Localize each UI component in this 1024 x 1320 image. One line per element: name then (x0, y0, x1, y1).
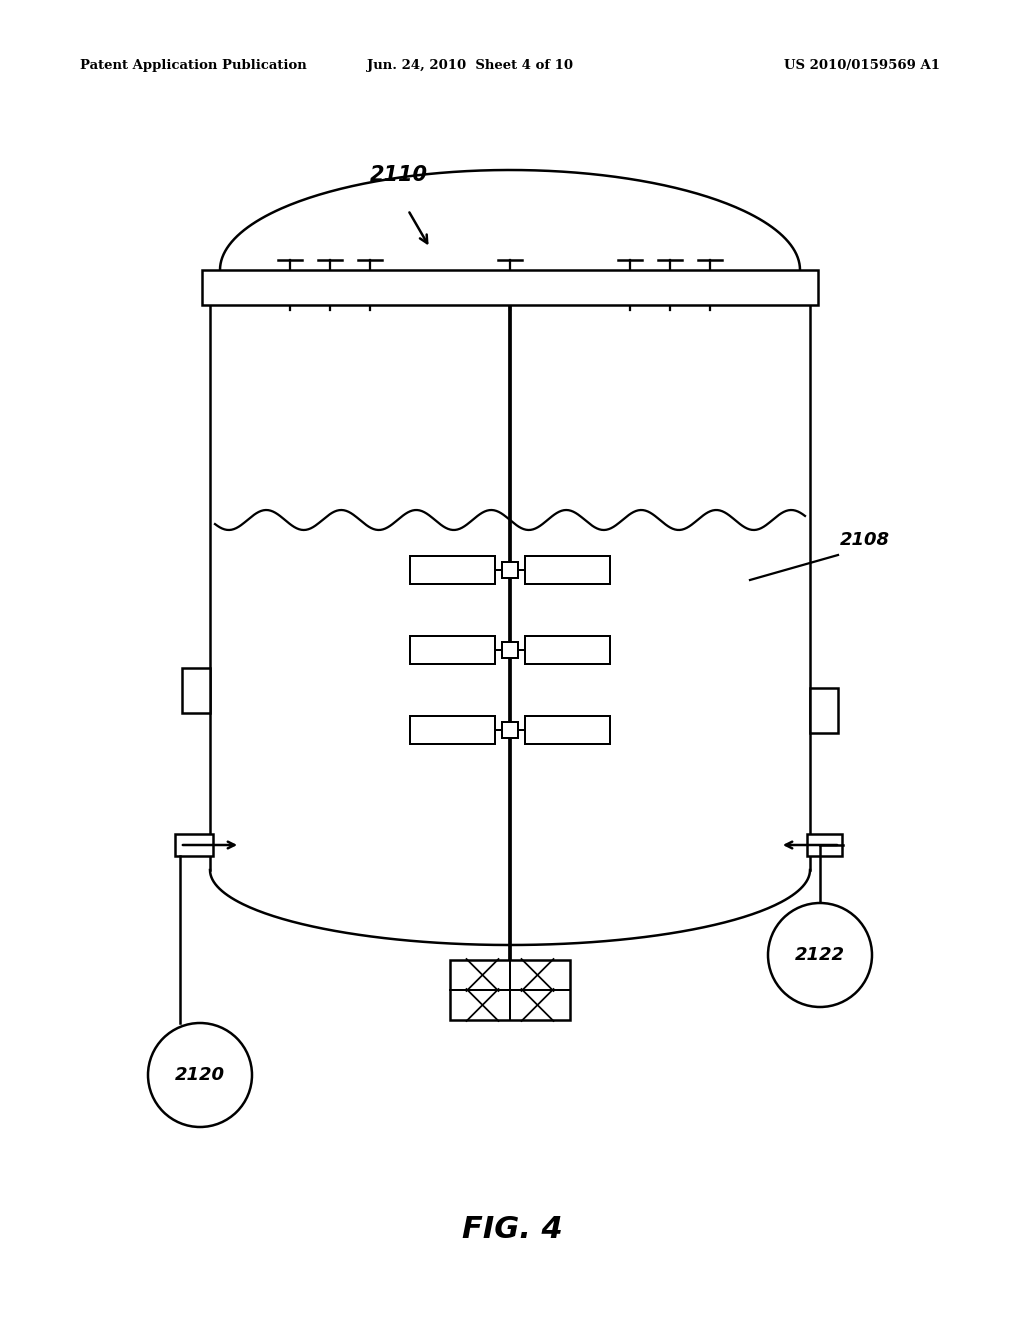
Bar (502, 562, 518, 578)
Text: 2120: 2120 (175, 1067, 225, 1084)
Text: FIG. 4: FIG. 4 (462, 1216, 562, 1245)
Text: US 2010/0159569 A1: US 2010/0159569 A1 (784, 58, 940, 71)
Text: 2108: 2108 (840, 531, 890, 549)
Text: 2110: 2110 (370, 165, 428, 185)
Bar (182, 668, 210, 713)
Bar (807, 834, 842, 855)
Bar (202, 271, 818, 305)
Bar (525, 556, 610, 583)
Bar (175, 834, 213, 855)
Bar (502, 722, 518, 738)
Bar (410, 715, 495, 744)
Circle shape (768, 903, 872, 1007)
Circle shape (148, 1023, 252, 1127)
Bar (502, 642, 518, 657)
Text: Jun. 24, 2010  Sheet 4 of 10: Jun. 24, 2010 Sheet 4 of 10 (367, 58, 573, 71)
Bar (525, 636, 610, 664)
Bar (525, 715, 610, 744)
Bar (810, 688, 838, 733)
Text: 2122: 2122 (795, 946, 845, 964)
Bar (450, 960, 570, 1020)
Bar (410, 636, 495, 664)
Bar (410, 556, 495, 583)
Text: Patent Application Publication: Patent Application Publication (80, 58, 307, 71)
